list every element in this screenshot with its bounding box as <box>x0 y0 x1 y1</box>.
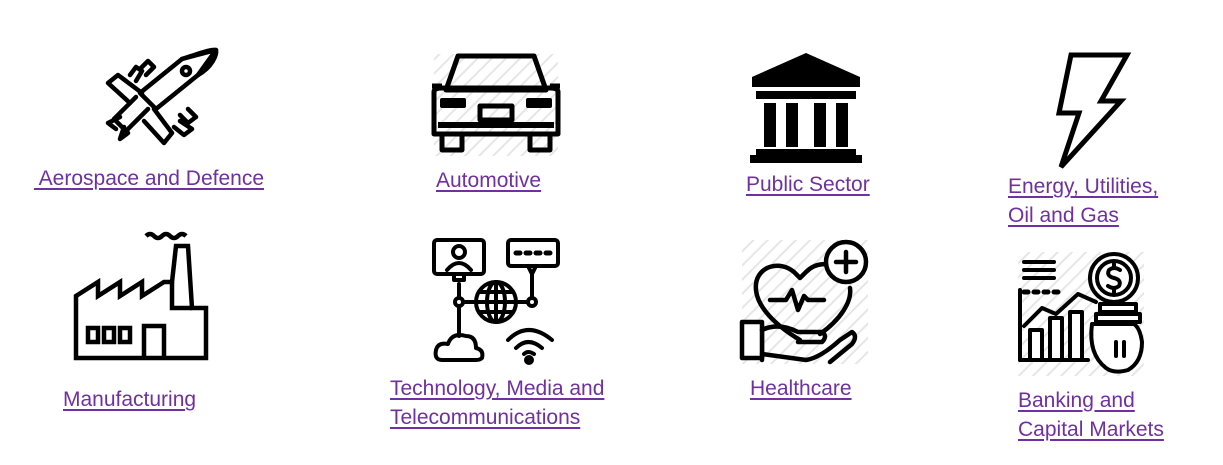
car-front-icon <box>428 50 564 158</box>
sector-link-tmt[interactable]: Technology, Media and Telecommunications <box>390 374 604 432</box>
lightning-bolt-icon <box>1055 52 1132 171</box>
globe-network-icon <box>432 236 562 365</box>
sector-label-tmt-line1: Technology, Media and <box>390 377 605 400</box>
heart-hand-icon <box>739 238 872 366</box>
jet-fighter-icon <box>100 45 224 153</box>
sector-label-healthcare: Healthcare <box>750 377 852 400</box>
sector-link-manufacturing[interactable]: Manufacturing <box>63 385 196 414</box>
sector-label-energy-line1: Energy, Utilities, <box>1008 175 1159 198</box>
sector-link-banking[interactable]: Banking and Capital Markets <box>1018 386 1164 444</box>
sector-label-manufacturing: Manufacturing <box>63 388 197 411</box>
sector-label-public: Public Sector <box>746 173 870 196</box>
sector-label-tmt-line2: Telecommunications <box>390 406 581 429</box>
sector-link-public[interactable]: Public Sector <box>746 170 870 199</box>
sector-label-banking-line2: Capital Markets <box>1018 418 1164 441</box>
factory-icon <box>73 230 209 362</box>
sector-link-aerospace[interactable]: Aerospace and Defence <box>34 164 264 193</box>
government-building-icon <box>750 53 862 163</box>
sector-label-energy-line2: Oil and Gas <box>1008 204 1119 227</box>
sector-label-banking-line1: Banking and <box>1018 389 1135 412</box>
sector-label-aerospace: Aerospace and Defence <box>34 167 264 190</box>
sector-link-automotive[interactable]: Automotive <box>436 166 541 195</box>
sector-label-automotive: Automotive <box>436 169 542 192</box>
sector-link-energy[interactable]: Energy, Utilities, Oil and Gas <box>1008 172 1158 230</box>
sector-link-healthcare[interactable]: Healthcare <box>750 374 852 403</box>
money-bag-chart-icon <box>1016 250 1148 378</box>
